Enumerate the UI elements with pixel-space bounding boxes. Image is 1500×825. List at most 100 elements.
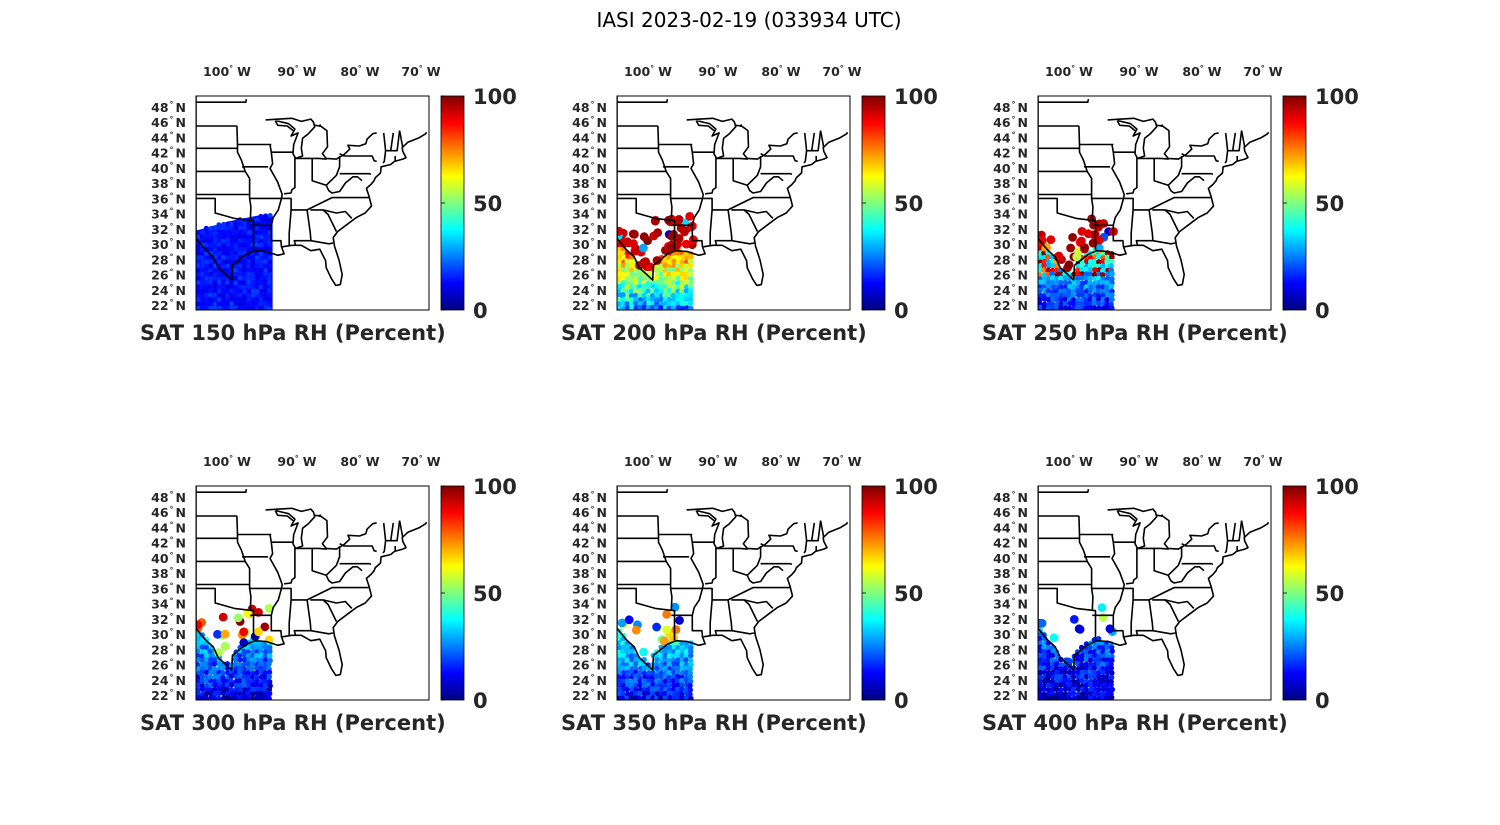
rh-point <box>200 250 205 256</box>
state-line <box>1092 224 1125 247</box>
rh-point <box>1070 669 1077 676</box>
rh-point <box>1095 254 1102 260</box>
rh-point <box>242 238 247 243</box>
map-panel-350: 100° W 90° W 80° W 70° W 48° N46° N44° N42° N40° N38°… <box>561 454 938 735</box>
rh-point <box>254 276 260 281</box>
lat-tick-label: 42° N <box>151 536 186 551</box>
rh-point-land <box>628 229 638 239</box>
rh-point <box>212 682 218 688</box>
rh-point <box>233 301 239 307</box>
rh-point <box>242 225 248 231</box>
rh-point <box>683 275 690 281</box>
rh-point <box>264 699 267 700</box>
rh-point <box>237 251 243 256</box>
state-line <box>731 599 774 609</box>
rh-point <box>1044 699 1046 700</box>
rh-point <box>233 225 239 231</box>
lake-michigan-superior <box>265 117 316 160</box>
lon-tick-label: 80° W <box>340 64 379 79</box>
rh-point <box>229 297 234 303</box>
rh-point <box>1041 669 1048 676</box>
rh-point <box>217 251 222 256</box>
rh-point <box>658 267 665 273</box>
rh-point <box>225 259 231 264</box>
state-line <box>339 172 372 176</box>
state-line <box>282 196 369 211</box>
rh-point-land <box>685 212 695 221</box>
panels: 100° W 90° W 80° W 70° W48° N46° N44° N42° N40° N38°… <box>140 64 1359 735</box>
map-frame <box>616 485 851 701</box>
state-line <box>1038 98 1090 103</box>
rh-point <box>1049 301 1056 308</box>
rh-point <box>1087 287 1094 294</box>
rh-point <box>1087 275 1094 282</box>
rh-point <box>216 690 222 696</box>
colorbar-tick-label: 0 <box>1315 299 1330 323</box>
rh-point <box>225 221 231 226</box>
rh-point <box>203 301 209 307</box>
rh-point <box>1104 254 1111 261</box>
rh-point <box>245 644 251 651</box>
rh-point <box>670 292 677 299</box>
lat-tick-label: 36° N <box>151 191 186 206</box>
rh-point <box>678 296 685 303</box>
rh-point <box>1067 283 1073 290</box>
rh-point <box>1058 695 1064 700</box>
colorbar-tick-label: 0 <box>473 299 488 323</box>
map-frame <box>1037 95 1272 311</box>
coastline <box>1038 521 1270 677</box>
rh-point-land <box>213 629 222 639</box>
rh-point <box>624 267 630 273</box>
rh-point <box>670 653 676 659</box>
rh-point-land <box>1099 219 1108 228</box>
state-line <box>1116 120 1136 132</box>
rh-point <box>220 229 226 235</box>
rh-point <box>221 255 226 260</box>
state-line <box>690 144 704 226</box>
rh-point-land <box>1064 260 1074 270</box>
rh-point <box>1045 254 1051 260</box>
rh-point <box>1041 648 1048 655</box>
rh-point <box>654 665 660 672</box>
rh-point <box>1092 682 1098 688</box>
rh-point <box>245 661 252 667</box>
rh-point <box>217 229 222 235</box>
rh-point <box>1108 665 1115 671</box>
rh-point <box>245 649 252 655</box>
rh-point <box>250 297 256 303</box>
rh-point <box>688 305 694 310</box>
rh-point <box>1066 695 1073 700</box>
rh-point <box>254 229 260 235</box>
rh-point-land <box>652 622 661 632</box>
rh-point <box>620 695 626 700</box>
rh-point <box>267 288 272 294</box>
rh-point <box>246 292 251 298</box>
rh-point <box>1104 649 1111 655</box>
rh-point <box>633 657 639 663</box>
rh-point <box>233 246 239 251</box>
rh-point <box>225 284 230 289</box>
rh-point <box>196 243 201 248</box>
rh-point <box>225 267 230 273</box>
rh-point <box>1045 305 1052 310</box>
rh-point <box>674 669 681 676</box>
rh-point <box>654 266 660 273</box>
rh-point <box>632 661 639 667</box>
rh-point <box>200 297 206 303</box>
rh-point-land <box>617 226 624 236</box>
rh-point <box>250 300 256 306</box>
rh-point <box>224 255 230 261</box>
rh-point <box>624 686 630 693</box>
rh-point <box>1096 259 1102 265</box>
rh-point <box>232 695 239 700</box>
rh-point <box>662 665 668 672</box>
lat-tick-label: 48° N <box>151 490 186 505</box>
state-line <box>318 514 322 518</box>
rh-point <box>633 686 639 693</box>
lon-tick-label: 100° W <box>203 64 251 79</box>
colorbar-tick-label: 50 <box>894 582 923 606</box>
rh-point <box>1083 284 1090 290</box>
state-line <box>1152 599 1195 609</box>
rh-point <box>1096 275 1102 282</box>
state-line <box>322 209 338 232</box>
